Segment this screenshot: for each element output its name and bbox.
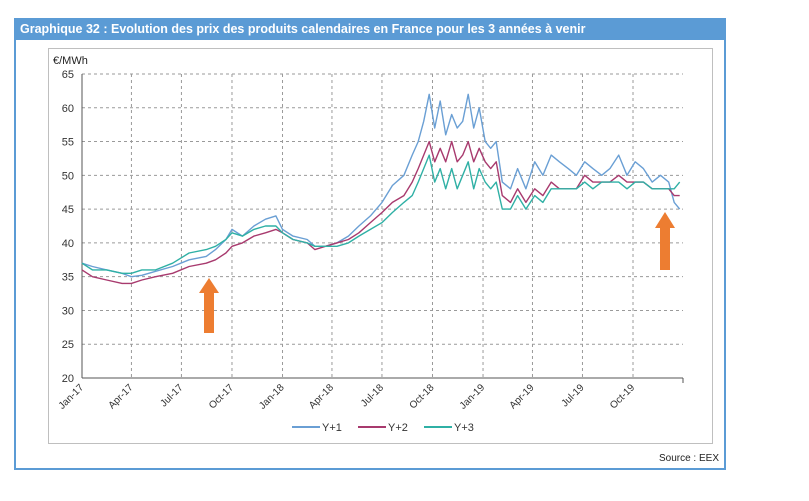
x-tick-label: Oct-18 bbox=[408, 382, 437, 411]
grid-lines bbox=[81, 73, 683, 378]
arrow-up-icon-right bbox=[655, 212, 675, 270]
arrow-up-icon-left bbox=[199, 278, 219, 333]
x-tick-label: Jul-17 bbox=[159, 382, 186, 409]
y-tick-label: 65 bbox=[62, 69, 74, 81]
y-tick-label: 60 bbox=[62, 103, 74, 115]
x-tick-label: Apr-17 bbox=[107, 382, 136, 411]
series-line-yplus1 bbox=[81, 93, 681, 278]
figure-title: Graphique 32 : Evolution des prix des pr… bbox=[14, 18, 726, 40]
series-line-yplus2 bbox=[81, 140, 680, 285]
y-tick-label: 20 bbox=[62, 373, 74, 385]
y-tick-label: 50 bbox=[62, 170, 74, 182]
annotations bbox=[199, 212, 675, 333]
x-tick-label: Apr-19 bbox=[508, 382, 537, 411]
legend: Y+1 Y+2 Y+3 bbox=[292, 422, 474, 434]
x-tick-label: Jan-17 bbox=[57, 382, 87, 412]
y-tick-label: 25 bbox=[62, 339, 74, 351]
x-tick-label: Jul-18 bbox=[359, 382, 386, 409]
x-tick-label: Apr-18 bbox=[307, 382, 336, 411]
x-tick-label: Oct-17 bbox=[207, 382, 236, 411]
legend-label: Y+2 bbox=[388, 422, 408, 434]
series-line-yplus3 bbox=[81, 154, 681, 274]
y-tick-label: 45 bbox=[62, 204, 74, 216]
axes: 20 25 30 35 40 45 50 55 60 65 Jan-17 Apr-17 Jul-17 Oc… bbox=[57, 69, 684, 412]
x-tick-label: Jan-19 bbox=[458, 382, 488, 412]
y-tick-label: 55 bbox=[62, 137, 74, 149]
y-tick-label: 30 bbox=[62, 305, 74, 317]
x-tick-label: Jan-18 bbox=[257, 382, 287, 412]
legend-label: Y+1 bbox=[322, 422, 342, 434]
x-tick-label: Oct-19 bbox=[608, 382, 637, 411]
source-note: Source : EEX bbox=[658, 453, 719, 464]
plot-area-border bbox=[48, 48, 713, 444]
figure-frame bbox=[14, 18, 726, 470]
y-tick-label: 40 bbox=[62, 238, 74, 250]
y-tick-label: 35 bbox=[62, 272, 74, 284]
series-lines bbox=[81, 93, 681, 285]
legend-label: Y+3 bbox=[454, 422, 474, 434]
x-tick-label: Jul-19 bbox=[560, 382, 587, 409]
y-axis-unit-label: €/MWh bbox=[53, 55, 88, 67]
